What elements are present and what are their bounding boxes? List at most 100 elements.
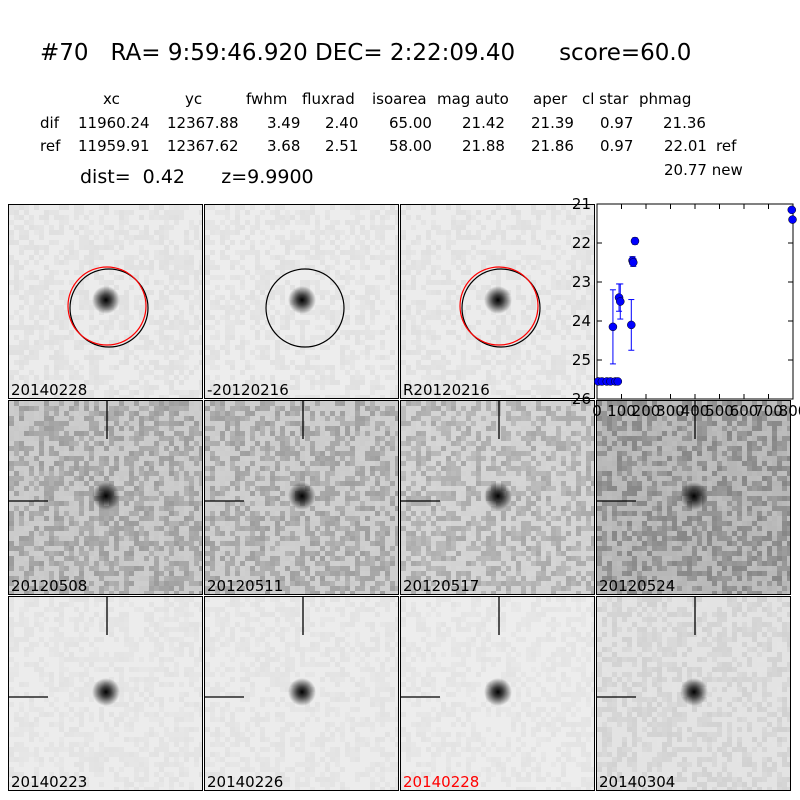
y-tick-label: 24: [572, 312, 591, 330]
data-point: [613, 377, 623, 386]
table-cell: 0.97: [600, 114, 634, 132]
noise-texture: [9, 597, 202, 787]
table-cell: 0.97: [600, 137, 634, 155]
data-point: [629, 258, 638, 267]
data-point: [787, 205, 797, 215]
x-tick-label: 100: [607, 402, 636, 420]
cutout-image: [9, 401, 202, 594]
x-tick-label: 0: [592, 402, 602, 420]
panel-label: 20140226: [207, 773, 284, 791]
new-mag: 20.77 new: [664, 161, 743, 179]
cutout-image: [205, 597, 395, 790]
row-label-dif: dif: [40, 114, 59, 132]
col-header-mag-auto: mag auto: [437, 90, 509, 108]
panel-label: 20140228: [11, 381, 88, 399]
cutout-image: [205, 401, 398, 594]
dist-line: dist= 0.42 z=9.9900: [80, 166, 314, 188]
aperture-circle-red: [67, 266, 147, 346]
source-blob: [92, 286, 120, 314]
y-tick-label: 26: [572, 390, 591, 408]
cutout-image: [9, 205, 202, 398]
table-cell: 65.00: [389, 114, 432, 132]
header-title: #70 RA= 9:59:46.920 DEC= 2:22:09.40 scor…: [40, 40, 691, 66]
source-blob: [680, 482, 708, 510]
data-point: [608, 322, 618, 332]
light-curve-svg: 21 22 23 24 25 260 100200300400500600700800: [572, 195, 800, 420]
table-cell: 21.39: [531, 114, 574, 132]
cutout-panel: 20120524: [596, 400, 791, 595]
x-tick-label: 500: [705, 402, 734, 420]
noise-texture: [597, 401, 790, 594]
cutout-panel: 20140228: [8, 204, 203, 399]
object-id: #70: [40, 40, 89, 66]
x-tick-label: 400: [681, 402, 710, 420]
source-blob: [288, 678, 316, 706]
cutout-panel: 20140226: [204, 596, 399, 791]
noise-texture: [205, 597, 395, 790]
table-cell: 21.36: [663, 114, 706, 132]
data-point: [627, 320, 636, 330]
panel-label: R20120216: [403, 381, 490, 399]
data-point: [630, 236, 640, 246]
plot-frame: [596, 203, 794, 400]
panel-label: 20120524: [599, 577, 676, 595]
panel-label: 20120508: [11, 577, 88, 595]
table-cell: 22.01: [664, 137, 707, 155]
noise-texture: [401, 597, 594, 790]
cutout-panel: -20120216: [204, 204, 399, 399]
x-tick-label: 800: [779, 402, 800, 420]
panel-label: 20140223: [11, 773, 88, 791]
dec-value: DEC= 2:22:09.40: [315, 40, 516, 66]
source-blob: [484, 678, 512, 706]
source-blob: [92, 482, 120, 510]
aperture-circle: [265, 268, 345, 348]
ra-value: RA= 9:59:46.920: [110, 40, 308, 66]
cutout-image: [401, 597, 594, 790]
x-tick-label: 600: [730, 402, 759, 420]
col-header-cl-star: cl star: [582, 90, 629, 108]
source-blob: [680, 678, 708, 706]
table-cell: 11960.24: [78, 114, 150, 132]
col-header-aper: aper: [533, 90, 568, 108]
table-cell: 11959.91: [78, 137, 150, 155]
cutout-image: [597, 597, 790, 790]
panel-label: 20120517: [403, 577, 480, 595]
source-blob: [484, 482, 512, 510]
y-tick-label: 21: [572, 195, 591, 213]
y-tick-label: 25: [572, 351, 591, 369]
col-header-phmag: phmag: [639, 90, 692, 108]
source-blob: [288, 482, 316, 510]
noise-texture: [205, 401, 398, 594]
score-value: score=60.0: [559, 40, 692, 66]
noise-texture: [205, 205, 398, 398]
col-header-xc: xc: [103, 90, 120, 108]
panel-label: 20120511: [207, 577, 284, 595]
cutout-panel: 20140304: [596, 596, 791, 791]
cutout-panel: 20140223: [8, 596, 203, 791]
data-point: [788, 215, 797, 224]
dist-value: dist= 0.42: [80, 166, 185, 188]
source-blob: [484, 286, 512, 314]
source-blob: [288, 286, 316, 314]
table-cell: 12367.62: [167, 137, 239, 155]
table-cell: 58.00: [389, 137, 432, 155]
noise-texture: [401, 205, 594, 398]
light-curve-plot: 21 22 23 24 25 260 100200300400500600700800: [572, 195, 800, 420]
cutout-image: [401, 401, 594, 594]
cutout-image: [205, 205, 398, 398]
noise-texture: [401, 401, 594, 594]
table-cell: 3.68: [267, 137, 301, 155]
cutout-image: [597, 401, 790, 594]
table-cell: 21.86: [531, 137, 574, 155]
aperture-circle-red: [459, 266, 539, 346]
cutout-image: [9, 597, 202, 787]
table-cell: 2.40: [325, 114, 359, 132]
table-cell: 2.51: [325, 137, 359, 155]
y-tick-label: 22: [572, 234, 591, 252]
x-tick-label: 300: [656, 402, 685, 420]
cutout-image: [401, 205, 594, 398]
cutout-panel: 20120508: [8, 400, 203, 595]
cutout-panel: R20120216: [400, 204, 595, 399]
panel-label: -20120216: [207, 381, 289, 399]
table-cell: 21.88: [462, 137, 505, 155]
